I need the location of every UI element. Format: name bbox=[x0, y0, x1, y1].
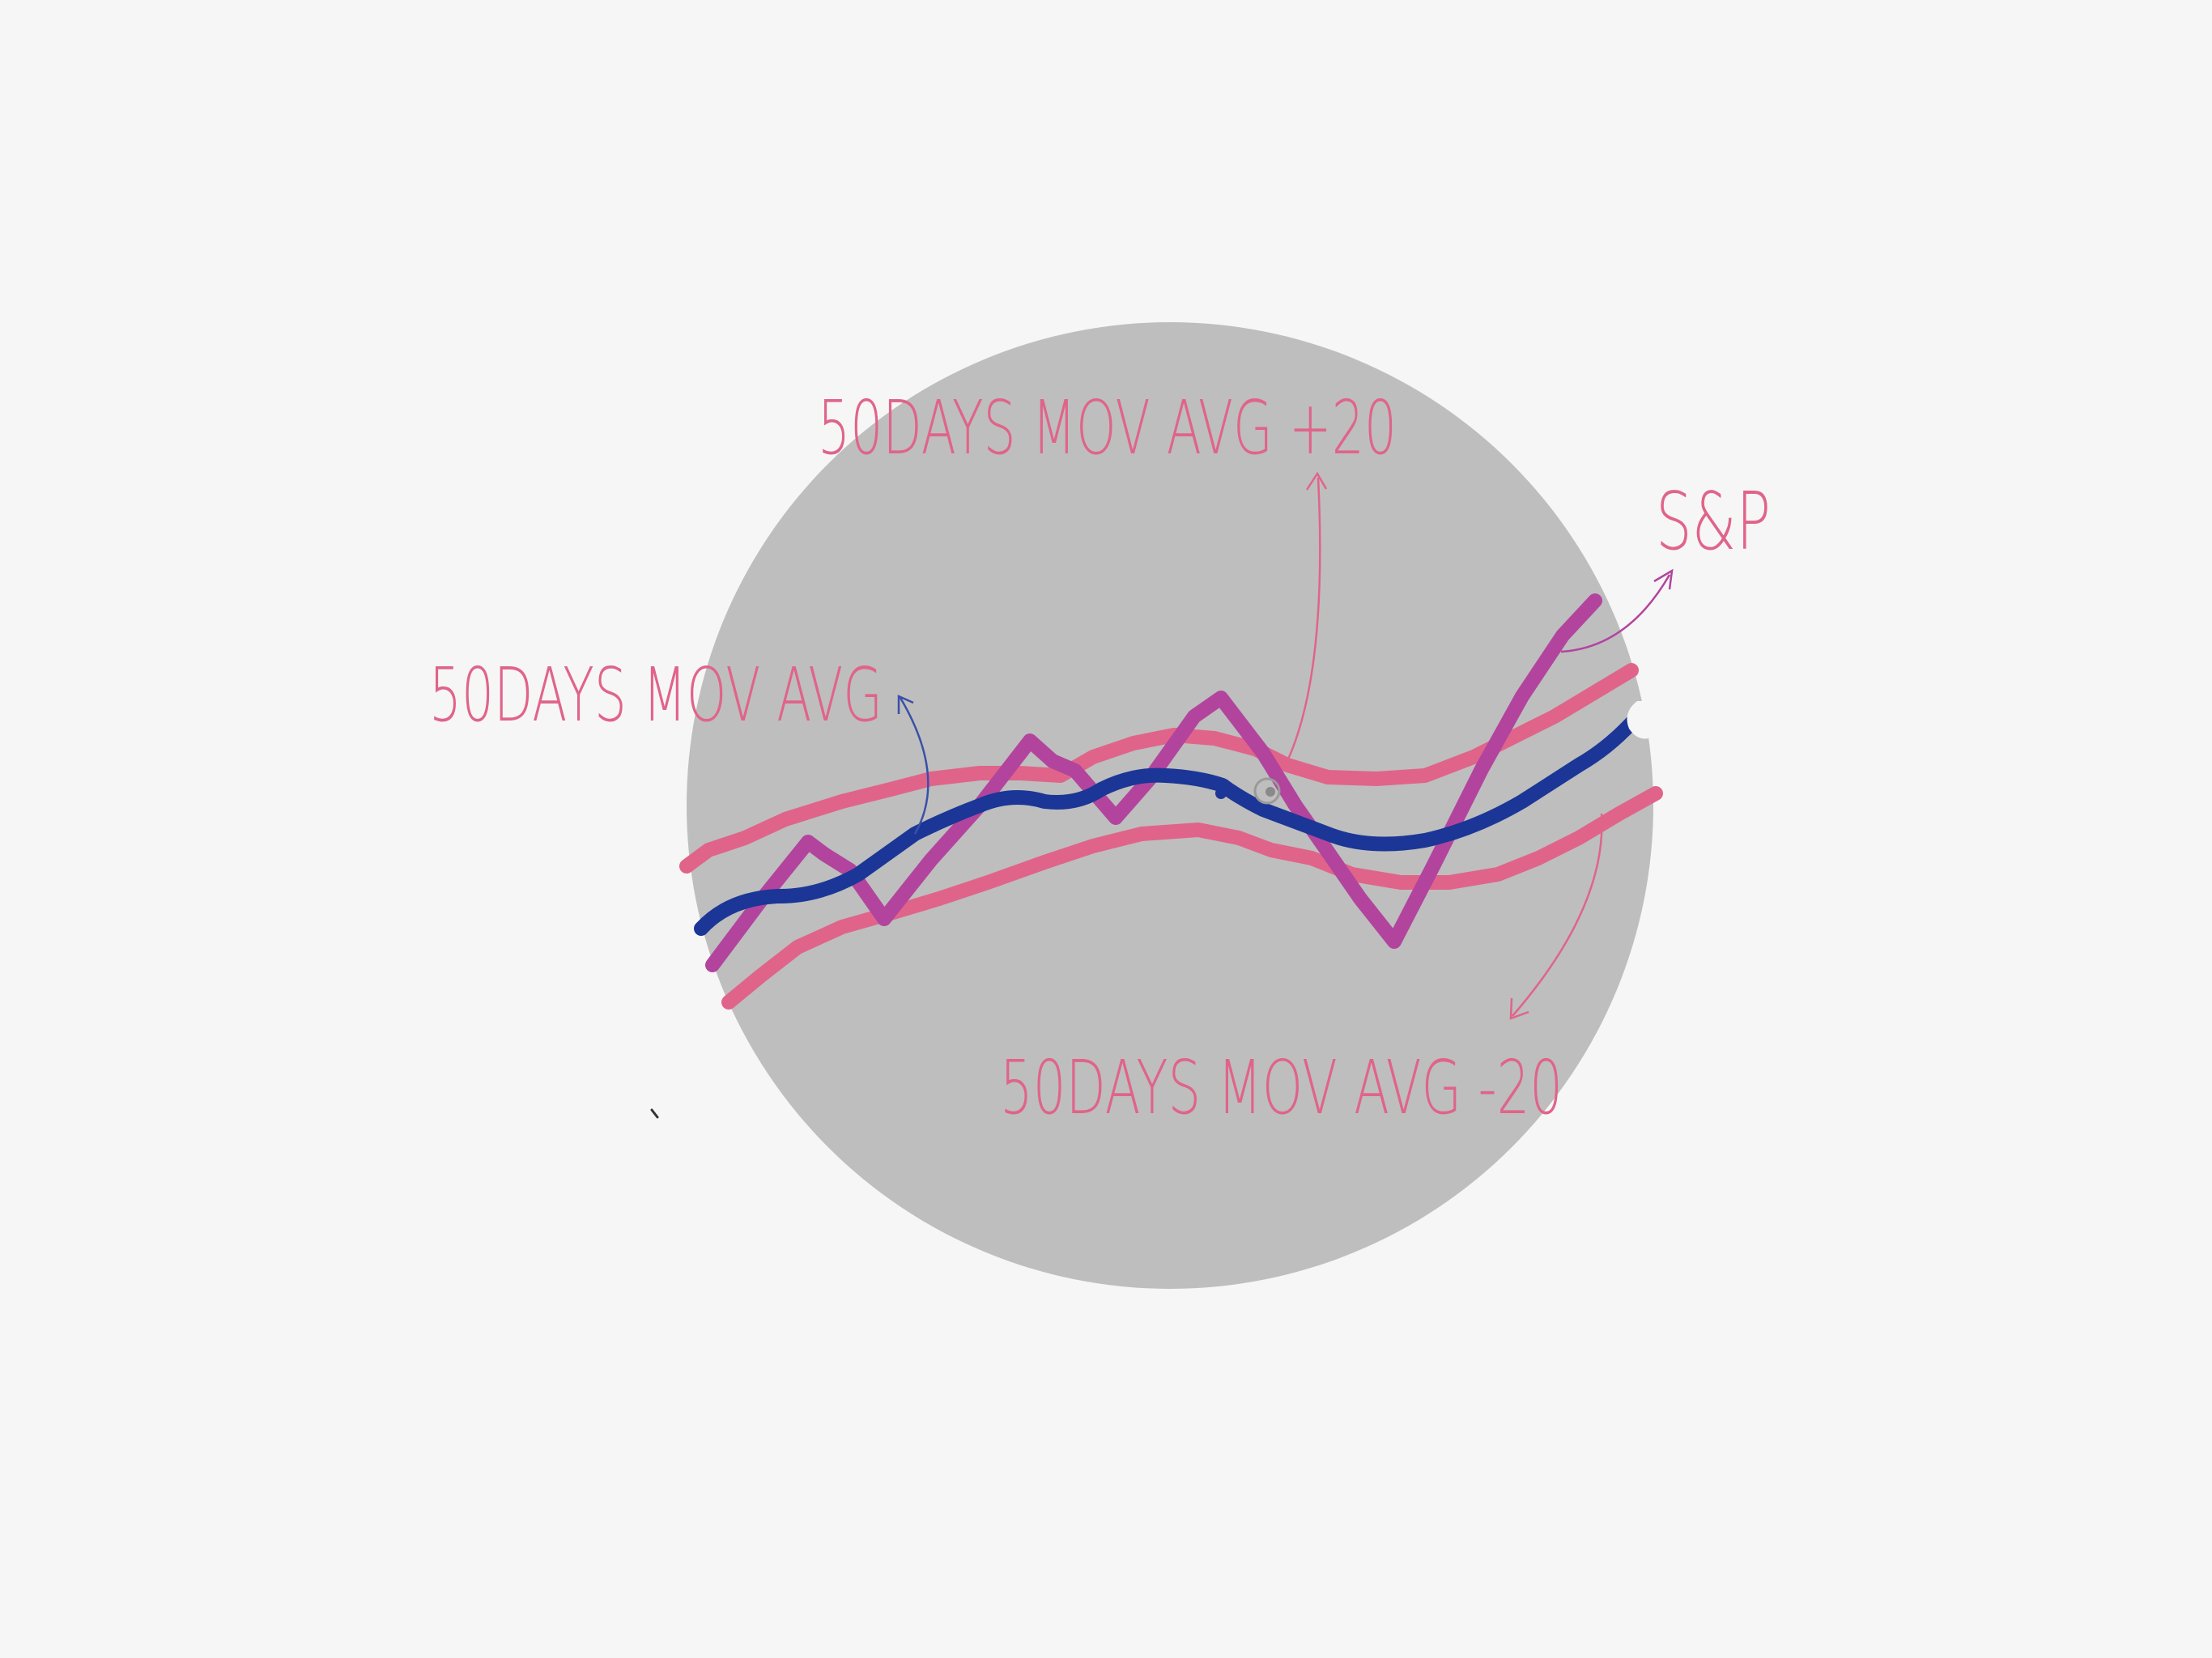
cursor-mark bbox=[1253, 777, 1281, 805]
avg-minus-arrow bbox=[1512, 813, 1603, 1017]
cursor-mark-dot bbox=[1266, 787, 1275, 797]
sp-arrow bbox=[1560, 574, 1671, 653]
label-moving-average-plus-20: 50DAYS MOV AVG +20 bbox=[818, 385, 1397, 471]
label-moving-average: 50DAYS MOV AVG bbox=[429, 652, 883, 738]
avg-plus-arrowhead bbox=[1305, 471, 1328, 491]
upper-band-line bbox=[679, 663, 1639, 874]
moving-average-line bbox=[694, 716, 1639, 936]
moving-average-dot bbox=[1215, 788, 1227, 799]
label-sp: S&P bbox=[1656, 476, 1771, 568]
stray-pen-mark bbox=[650, 1108, 659, 1119]
lower-band-line bbox=[721, 786, 1663, 1010]
avg-arrow bbox=[899, 697, 929, 835]
avg-minus-arrowhead bbox=[1509, 997, 1529, 1020]
label-moving-average-minus-20: 50DAYS MOV AVG -20 bbox=[1000, 1044, 1563, 1131]
sp-arrowhead bbox=[1653, 568, 1674, 590]
avg-plus-arrow bbox=[1286, 477, 1321, 762]
avg-arrowhead bbox=[897, 695, 914, 714]
background-circle bbox=[687, 322, 1653, 1289]
line-end-notch bbox=[1627, 701, 1648, 739]
